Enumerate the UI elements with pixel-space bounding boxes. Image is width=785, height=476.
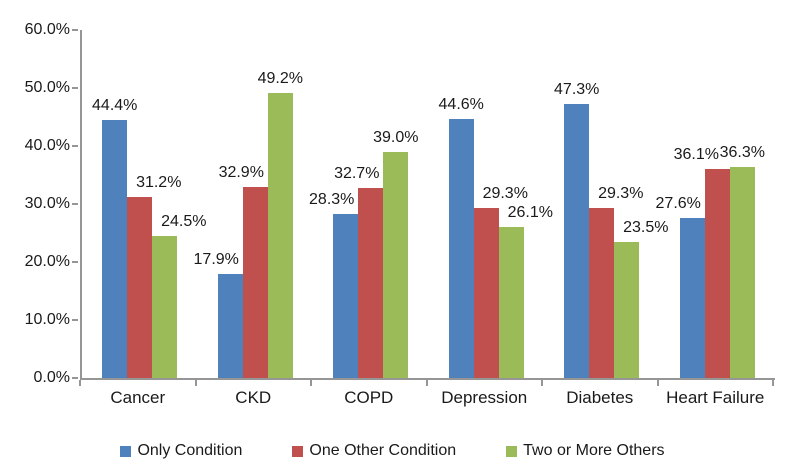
category-label: Depression — [441, 388, 528, 407]
y-tick-mark — [72, 377, 78, 379]
bar — [729, 167, 755, 378]
bar-data-label: 47.3% — [554, 80, 600, 98]
legend-label-only-condition: Only Condition — [137, 442, 243, 459]
category-label: COPD — [344, 388, 394, 407]
category-label: CKD — [235, 388, 272, 407]
y-tick-label: 0.0% — [33, 369, 70, 386]
bar-data-label: 32.9% — [218, 164, 264, 182]
y-tick-label: 30.0% — [24, 195, 70, 212]
bar-data-label: 31.2% — [136, 174, 182, 192]
legend-marker-one-other-condition-icon — [292, 445, 304, 457]
bar — [564, 103, 590, 378]
bar — [679, 217, 705, 378]
y-tick-mark — [72, 145, 78, 147]
bar-data-label: 23.5% — [623, 218, 669, 236]
x-tick-mark — [425, 380, 428, 386]
bar-data-label: 49.2% — [257, 69, 303, 87]
bar — [614, 241, 640, 378]
legend-item-only-condition: Only Condition — [120, 442, 242, 460]
bar — [704, 168, 730, 378]
y-tick-label: 40.0% — [24, 137, 70, 154]
y-tick-label: 20.0% — [24, 253, 70, 270]
bar — [383, 151, 409, 378]
y-tick-label: 60.0% — [24, 21, 70, 38]
bar — [267, 92, 293, 378]
bar — [498, 226, 524, 378]
legend-item-one-other-condition: One Other Condition — [292, 442, 456, 460]
bar — [589, 208, 615, 378]
bar-data-label: 26.1% — [507, 203, 553, 221]
x-tick-mark — [772, 380, 774, 386]
bar — [448, 119, 474, 378]
legend-marker-two-or-more-others-icon — [506, 445, 518, 457]
legend-marker-only-condition-icon — [120, 445, 132, 457]
bar — [242, 187, 268, 378]
legend-label-one-other-condition: One Other Condition — [309, 442, 457, 459]
x-tick-mark — [79, 380, 81, 386]
y-tick-mark — [72, 261, 78, 263]
y-tick-mark — [72, 319, 78, 321]
x-tick-mark — [194, 380, 197, 386]
y-tick-mark — [72, 87, 78, 89]
bar-data-label: 36.1% — [673, 145, 719, 163]
bar-data-label: 29.3% — [598, 185, 644, 203]
bar-data-label: 28.3% — [309, 190, 355, 208]
category-label: Cancer — [110, 388, 166, 407]
y-tick-label: 10.0% — [24, 311, 70, 328]
bar — [473, 208, 499, 378]
category-label: Diabetes — [566, 388, 634, 407]
bar — [127, 197, 153, 378]
bar-data-label: 44.4% — [92, 97, 138, 115]
legend-label-two-or-more-others: Two or More Others — [523, 442, 665, 459]
y-tick-mark — [72, 29, 78, 31]
category-label: Heart Failure — [666, 388, 765, 407]
y-tick-label: 50.0% — [24, 79, 70, 96]
bar-data-label: 39.0% — [373, 128, 419, 146]
bar — [102, 120, 128, 378]
bar-data-label: 29.3% — [482, 185, 528, 203]
x-tick-mark — [656, 380, 659, 386]
bar-data-label: 44.6% — [438, 96, 484, 114]
x-tick-mark — [541, 380, 543, 386]
bar — [217, 274, 243, 378]
bar-data-label: 27.6% — [655, 194, 701, 212]
plot-area: 44.4% 31.2% 24.5% 17.9% 32.9% 49.2% 28.3% 32.7%… — [80, 30, 775, 380]
bar-data-label: 32.7% — [334, 165, 380, 183]
bar — [358, 188, 384, 378]
bar — [152, 235, 178, 378]
bar-data-label: 36.3% — [719, 144, 765, 162]
y-tick-mark — [72, 203, 78, 205]
x-tick-mark — [310, 380, 312, 386]
legend-item-two-or-more-others: Two or More Others — [506, 442, 665, 460]
legend: Only Condition One Other Condition Two o… — [0, 442, 785, 460]
bar — [333, 213, 359, 378]
bar-data-label: 24.5% — [161, 212, 207, 230]
bar-data-label: 17.9% — [193, 251, 239, 269]
